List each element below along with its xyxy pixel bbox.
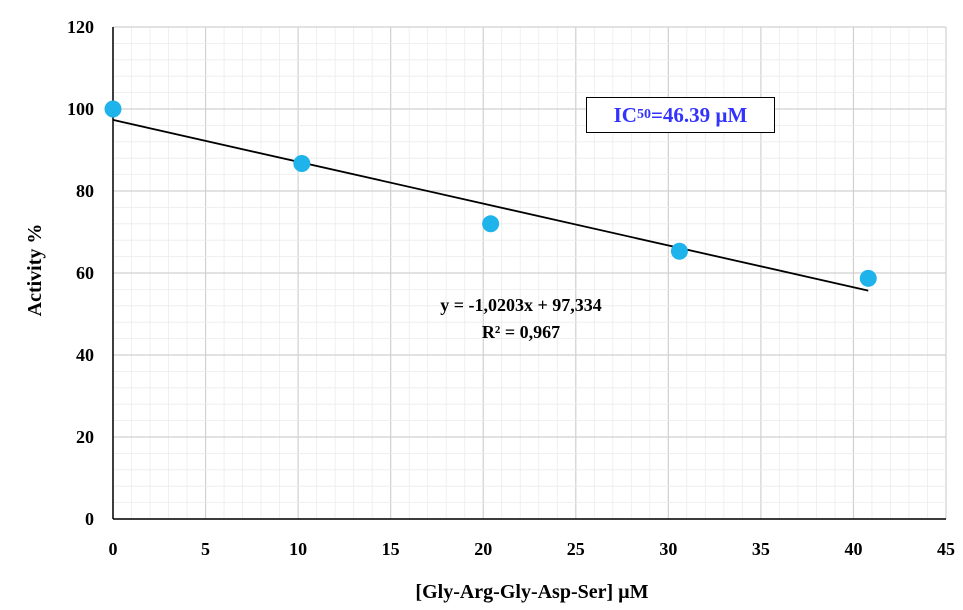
trendline <box>112 119 869 292</box>
ic50-subscript: 50 <box>636 107 651 122</box>
x-tick-labels: 0 5 10 15 20 25 30 35 40 45 <box>109 539 956 559</box>
y-tick-label: 100 <box>67 99 94 119</box>
x-tick-label: 45 <box>937 539 955 559</box>
y-tick-label: 120 <box>67 17 94 37</box>
x-tick-label: 0 <box>109 539 118 559</box>
y-tick-labels: 0 20 40 60 80 100 120 <box>67 17 94 529</box>
x-tick-label: 10 <box>289 539 307 559</box>
y-tick-label: 0 <box>85 509 94 529</box>
x-tick-label: 20 <box>474 539 492 559</box>
x-tick-label: 25 <box>567 539 585 559</box>
data-point <box>859 269 877 287</box>
data-point <box>482 215 500 233</box>
x-axis-title: [Gly-Arg-Gly-Asp-Ser] µM <box>415 581 648 603</box>
x-tick-label: 15 <box>382 539 400 559</box>
data-points <box>104 100 877 287</box>
y-tick-label: 80 <box>76 181 94 201</box>
trendline-equation: y = -1,0203x + 97,334 <box>440 295 602 315</box>
data-point <box>670 242 688 260</box>
grid <box>112 26 947 520</box>
x-tick-label: 40 <box>844 539 862 559</box>
y-axis-title: Activity % <box>24 224 46 317</box>
ic50-annotation: IC 50 =46.39 µM <box>586 97 775 133</box>
y-tick-label: 60 <box>76 263 94 283</box>
y-tick-label: 20 <box>76 427 94 447</box>
ic50-value: =46.39 µM <box>650 102 748 127</box>
x-tick-label: 35 <box>752 539 770 559</box>
y-tick-label: 40 <box>76 345 94 365</box>
x-tick-label: 30 <box>659 539 677 559</box>
r-squared: R² = 0,967 <box>482 322 560 342</box>
ic50-label: IC <box>613 102 637 127</box>
x-tick-label: 5 <box>201 539 210 559</box>
data-point <box>104 100 122 118</box>
data-point <box>293 155 311 173</box>
